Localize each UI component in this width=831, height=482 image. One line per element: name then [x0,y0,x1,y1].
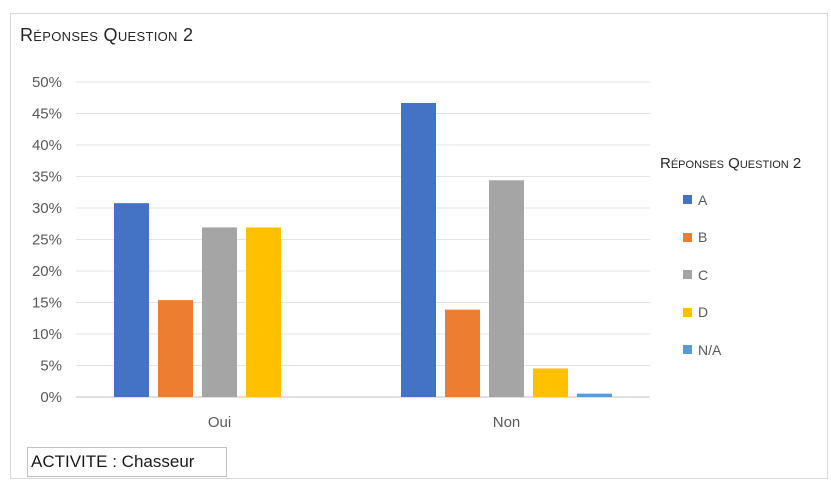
legend-swatch [683,270,692,280]
x-tick-label: Non [493,414,521,431]
y-tick-label: 45% [32,106,62,123]
legend-label: A [698,191,708,208]
y-tick-label: 5% [40,358,62,375]
legend-label: N/A [698,341,722,358]
y-tick-label: 15% [32,295,62,312]
bar-c-non [489,180,524,397]
bar-c-oui [202,227,237,397]
legend-swatch [683,345,692,355]
legend-item: D [683,294,801,332]
y-tick-label: 35% [32,169,62,186]
legend-label: C [698,266,709,283]
y-tick-label: 25% [32,232,62,249]
bar-d-non [533,368,568,397]
legend-item: C [683,256,801,294]
bar-d-oui [246,227,281,397]
y-tick-label: 50% [32,74,62,91]
y-tick-label: 0% [40,389,62,406]
legend: Réponses Question 2 A B C D N/A [660,155,801,369]
x-tick-label: Oui [208,414,231,431]
y-tick-label: 40% [32,137,62,154]
legend-item: B [683,219,801,257]
activity-label-box: ACTIVITE : Chasseur [27,447,227,477]
legend-label: D [698,304,709,321]
legend-swatch [683,307,692,317]
bar-b-non [445,309,480,397]
legend-swatch [683,232,692,242]
bar-b-oui [158,300,193,397]
bar-a-oui [114,203,149,397]
chart-frame [10,13,828,479]
activity-label: ACTIVITE : Chasseur [31,452,195,471]
legend-title: Réponses Question 2 [660,155,802,172]
legend-label: B [698,229,708,246]
chart-title: Réponses Question 2 [20,25,194,45]
y-tick-label: 20% [32,263,62,280]
bar-na-non [577,393,612,397]
y-tick-label: 10% [32,326,62,343]
y-tick-label: 30% [32,200,62,217]
bar-a-non [401,102,436,397]
legend-items: A B C D N/A [660,181,801,369]
legend-swatch [683,195,692,205]
legend-item: N/A [683,331,801,369]
legend-item: A [683,181,801,219]
